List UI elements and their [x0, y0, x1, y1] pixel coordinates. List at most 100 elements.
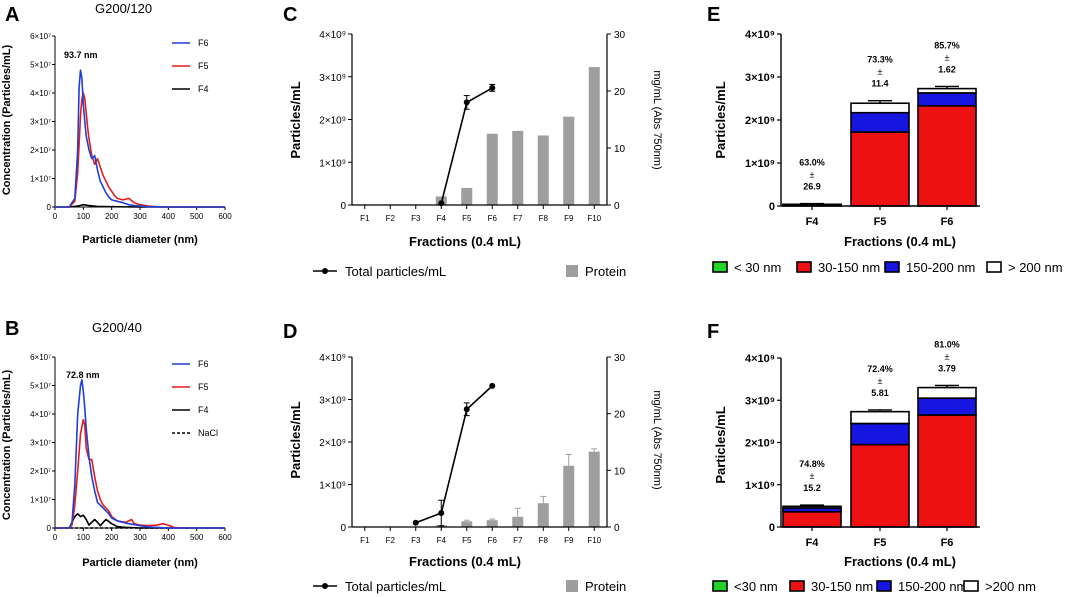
panel-c-xtick-label: F9 — [564, 214, 574, 223]
panel-a-ytick-label: 6×10⁷ — [30, 32, 51, 41]
panel-e-bar-segment-f4 — [782, 203, 842, 207]
panel-b-legend-label: F5 — [198, 382, 209, 392]
panel-f-bar-segment-f6 — [917, 414, 977, 528]
panel-f-ytick-label: 3×10⁹ — [745, 395, 775, 407]
panel-c-legend-protein-swatch — [566, 265, 578, 277]
panel-b-ytick-label: 4×10⁷ — [30, 410, 51, 419]
panel-c-legend-particles: Total particles/mL — [345, 264, 446, 279]
panel-f-legend-swatch — [789, 580, 805, 592]
panel-b-legend-label: F4 — [198, 405, 209, 415]
panel-f-ytick-label: 1×10⁹ — [745, 480, 775, 492]
panel-c-y2tick-label: 30 — [614, 30, 626, 41]
panel-c-legend-dot-swatch — [322, 268, 328, 274]
panel-c-xtick-label: F3 — [411, 214, 421, 223]
panel-e-bar-segment-f6 — [917, 87, 977, 94]
panel-c-xlabel: Fractions (0.4 mL) — [409, 234, 521, 249]
panel-c-xtick-label: F1 — [360, 214, 370, 223]
panel-c-protein-bar-f10 — [588, 67, 600, 205]
panel-b-xtick-label: 400 — [162, 533, 176, 542]
panel-e-pct-label: 85.7% — [934, 40, 960, 50]
panel-e-sd-label: 26.9 — [803, 182, 821, 192]
panel-b-series-line-f5 — [55, 418, 225, 529]
panel-a-ytick-label: 4×10⁷ — [30, 89, 51, 98]
panel-f-bar-segment-f4 — [782, 510, 842, 528]
panel-e-legend-swatch — [986, 261, 1002, 273]
panel-a-ytick-label: 0 — [47, 203, 52, 212]
panel-c-y2tick-label: 10 — [614, 144, 626, 155]
panel-c-y2label: mg/mL (Abs 750nm) — [651, 70, 663, 169]
panel-f-sd-label: 3.79 — [938, 363, 956, 373]
panel-c-ylabel: Particles/mL — [288, 81, 303, 158]
panel-a-ytick-label: 5×10⁷ — [30, 61, 51, 70]
panel-e-xtick-label: F5 — [874, 216, 887, 228]
panel-e-bar-segment-f5 — [850, 111, 910, 133]
panel-c-particles-point-f6 — [489, 84, 496, 91]
panel-c-xtick-label: F2 — [386, 214, 396, 223]
panel-f-xtick-label: F6 — [941, 537, 954, 549]
panel-b-series-line-f6 — [55, 378, 225, 529]
panel-e-legend-swatch — [712, 261, 728, 273]
panel-a-xtick-label: 300 — [133, 212, 147, 221]
panel-c-xtick-label: F4 — [437, 214, 447, 223]
panel-c-protein-bar-f9 — [563, 116, 575, 205]
panel-e-xtick-label: F6 — [941, 216, 954, 228]
panel-f-ytick-label: 2×10⁹ — [745, 438, 775, 450]
panel-f-pm-label: ± — [810, 471, 815, 481]
panel-a-ytick-label: 2×10⁷ — [30, 146, 51, 155]
panel-a-xtick-label: 600 — [218, 212, 232, 221]
panel-b-ytick-label: 6×10⁷ — [30, 353, 51, 362]
panel-f-sd-label: 5.81 — [871, 388, 889, 398]
panel-b-xtick-label: 300 — [133, 533, 147, 542]
panel-b-xtick-label: 0 — [53, 533, 58, 542]
panel-e-pm-label: ± — [878, 67, 883, 77]
panel-d-xtick-label: F8 — [539, 536, 549, 545]
panel-d-y2tick-label: 0 — [614, 523, 620, 534]
panel-c-y2tick-label: 20 — [614, 87, 626, 98]
panel-c-ytick-label: 1×10⁹ — [319, 158, 346, 169]
panel-b-ytick-label: 1×10⁷ — [30, 496, 51, 505]
panel-b-series-line-f4 — [55, 512, 225, 529]
panel-label-d: D — [283, 321, 297, 343]
panel-e-ytick-label: 4×10⁹ — [745, 29, 775, 41]
panel-d-protein-bar-f9 — [563, 465, 575, 527]
panel-b-title: G200/40 — [92, 320, 142, 335]
panel-a-xtick-label: 400 — [162, 212, 176, 221]
panel-e-bar-segment-f5 — [850, 102, 910, 114]
panel-b-peak-label: 72.8 nm — [66, 370, 100, 380]
panel-f-legend-label: >200 nm — [985, 579, 1036, 594]
panel-b-xtick-label: 200 — [105, 533, 119, 542]
panel-label-b: B — [5, 318, 19, 340]
panel-c-protein-bar-f8 — [537, 135, 549, 205]
panel-e-pm-label: ± — [945, 52, 950, 62]
panel-c-ytick-label: 2×10⁹ — [319, 116, 346, 127]
panel-f-bar-segment-f4 — [782, 505, 842, 509]
panel-e-ytick-label: 2×10⁹ — [745, 115, 775, 127]
panel-a-series-line-f6 — [55, 69, 225, 208]
panel-c-xtick-label: F7 — [513, 214, 523, 223]
panel-d-y2tick-label: 30 — [614, 353, 626, 364]
panel-f-ytick-label: 4×10⁹ — [745, 353, 775, 365]
panel-e-xtick-label: F4 — [806, 216, 820, 228]
panel-f-sd-label: 15.2 — [803, 483, 821, 493]
panel-d: D Particles/mL mg/mL (Abs 750nm) Fractio… — [283, 321, 663, 594]
panel-d-xtick-label: F7 — [513, 536, 523, 545]
panel-label-e: E — [707, 4, 720, 26]
panel-f-bar-segment-f6 — [917, 386, 977, 399]
panel-d-ytick-label: 1×10⁹ — [319, 481, 346, 492]
panel-f-legend-swatch — [876, 580, 892, 592]
panel-a-ytick-label: 3×10⁷ — [30, 118, 51, 127]
panel-a: A G200/120 Concentration (Particles/mL) … — [1, 1, 232, 246]
panel-f-bar-segment-f5 — [850, 410, 910, 425]
panel-b-ytick-label: 2×10⁷ — [30, 467, 51, 476]
panel-e-pct-label: 73.3% — [867, 55, 893, 65]
panel-b-legend-label: F6 — [198, 359, 209, 369]
panel-e-bar-segment-f6 — [917, 92, 977, 107]
panel-e-bar-segment-f5 — [850, 131, 910, 207]
panel-d-ytick-label: 4×10⁹ — [319, 353, 346, 364]
panel-f-pct-label: 81.0% — [934, 339, 960, 349]
panel-f-legend-swatch — [712, 580, 728, 592]
panel-a-legend-label: F4 — [198, 84, 209, 94]
panel-a-xtick-label: 200 — [105, 212, 119, 221]
panel-c-ytick-label: 0 — [340, 201, 346, 212]
